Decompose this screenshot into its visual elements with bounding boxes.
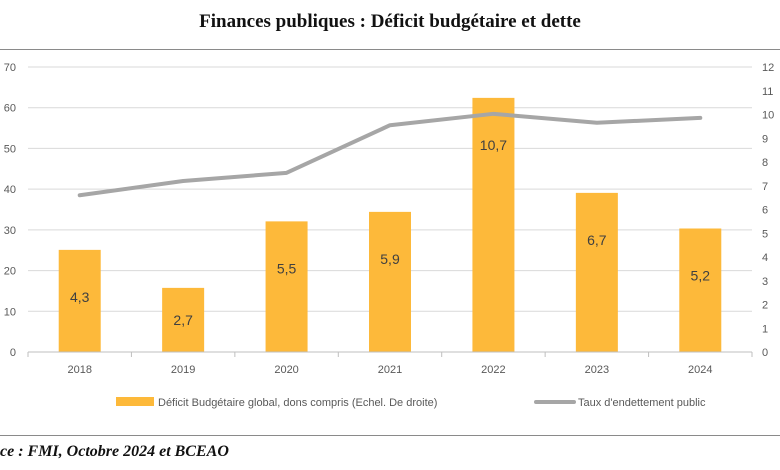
y-right-tick-label: 10 [762,110,774,122]
y-right-tick-label: 6 [762,205,768,217]
y-right-tick-label: 0 [762,347,768,359]
bar-data-label: 5,5 [277,260,297,276]
x-tick-label: 2023 [585,364,609,376]
legend-line-label: Taux d'endettement public [578,397,706,409]
y-left-tick-label: 50 [4,143,16,155]
bar-data-label: 10,7 [480,137,507,153]
y-right-tick-label: 8 [762,157,768,169]
x-tick-label: 2019 [171,364,195,376]
bar-series [58,97,722,352]
y-right-tick-label: 3 [762,276,768,288]
grid-lines [28,66,752,312]
y-left-tick-label: 40 [4,184,16,196]
bottom-divider [0,435,780,436]
bar-data-labels: 4,3 2,7 5,5 5,9 10,7 6,7 5,2 [70,137,710,328]
x-tick-label: 2021 [378,364,402,376]
y-right-tick-label: 2 [762,300,768,312]
x-tick-label: 2024 [688,364,712,376]
legend-bar-label: Déficit Budgétaire global, dons compris … [158,397,437,409]
x-tick-label: 2022 [481,364,505,376]
y-left-tick-label: 0 [10,347,16,359]
y-right-tick-label: 12 [762,62,774,74]
bar [369,211,411,352]
y-right-tick-label: 9 [762,133,768,145]
line-series [77,111,703,198]
x-tick-label: 2020 [274,364,298,376]
bar [58,249,101,352]
bar [265,221,308,352]
bar-data-label: 5,9 [380,251,400,267]
y-right-tick-label: 4 [762,252,768,264]
source-note: ce : FMI, Octobre 2024 et BCEAO [0,443,229,460]
bar [162,287,205,352]
bar-data-label: 4,3 [70,289,90,305]
legend: Déficit Budgétaire global, dons compris … [116,397,706,409]
y-right-tick-label: 1 [762,323,768,335]
debt-ratio-line [77,111,703,198]
y-right-tick-label: 5 [762,228,768,240]
bar-data-label: 5,2 [691,268,711,284]
top-divider [0,49,780,50]
legend-bar-swatch [116,397,154,406]
y-left-tick-label: 10 [4,306,16,318]
bar [575,192,618,352]
y-left-tick-label: 70 [4,62,16,74]
bar [472,97,515,352]
y-left-tick-label: 30 [4,225,16,237]
y-right-tick-label: 11 [762,86,773,98]
y-left-tick-label: 20 [4,266,16,278]
y-right-tick-label: 7 [762,181,768,193]
chart-title: Finances publiques : Déficit budgétaire … [199,11,581,32]
combo-chart: 4,3 2,7 5,5 5,9 10,7 6,7 5,2 0 10 20 30 40 50 60 70 0 1… [4,62,775,409]
x-tick-label: 2018 [67,364,91,376]
y-left-tick-label: 60 [4,103,16,115]
bar-data-label: 2,7 [173,312,193,328]
bar [679,228,722,352]
bar-data-label: 6,7 [587,232,607,248]
